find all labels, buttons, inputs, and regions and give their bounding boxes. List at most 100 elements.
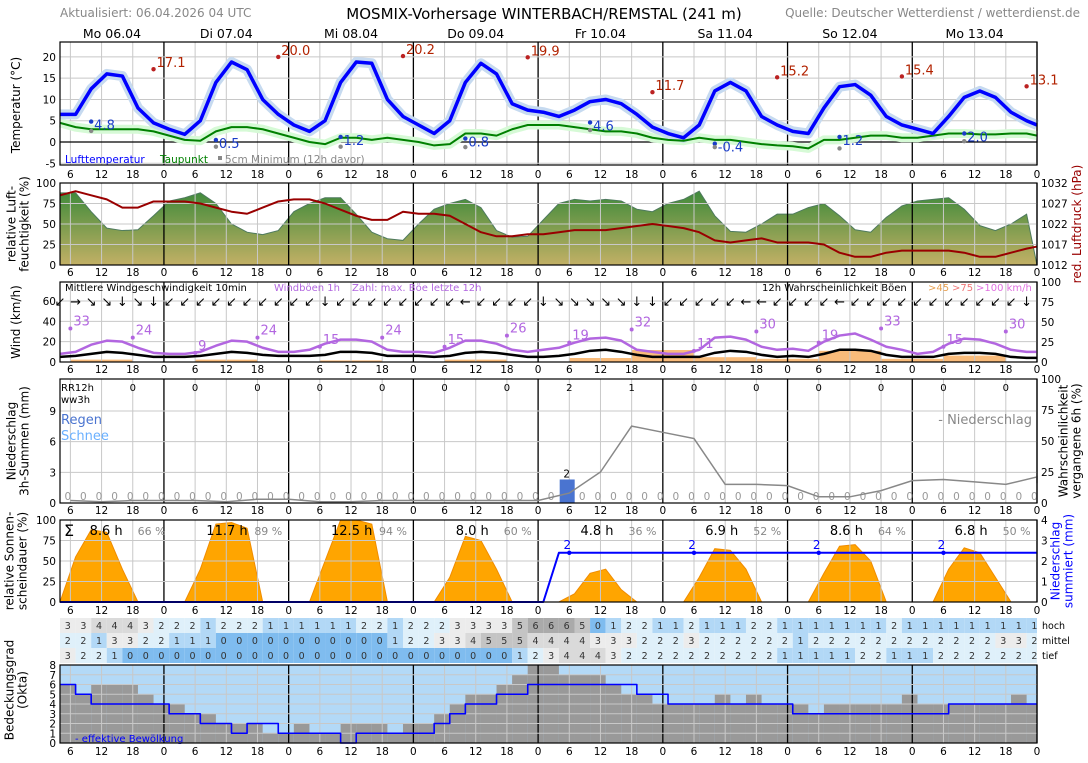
sunshine-axis-title-line: scheindauer (%) bbox=[16, 512, 30, 610]
cloud-layer-value: 4 bbox=[564, 636, 570, 647]
cloud-layer-value: 0 bbox=[595, 621, 601, 632]
ground-min-dot bbox=[88, 128, 94, 134]
panel-frame bbox=[59, 664, 1038, 744]
cloud-layer-value: 3 bbox=[65, 651, 71, 662]
cloud-layer-cell bbox=[278, 648, 294, 663]
rain-amount-label: 0 bbox=[174, 491, 181, 503]
hour-tick-label: 0 bbox=[285, 505, 292, 517]
max-temp-label: 17.1 bbox=[157, 56, 186, 71]
rain-amount-label: 0 bbox=[938, 491, 945, 503]
cloud-layer-value: 2 bbox=[423, 636, 429, 647]
cloud-layer-cell bbox=[200, 648, 216, 663]
hour-tick-label: 6 bbox=[940, 605, 947, 617]
hour-tick-label: 0 bbox=[659, 505, 666, 517]
hour-tick-label: 0 bbox=[784, 267, 791, 279]
cloud-layer-value: 4 bbox=[595, 651, 601, 662]
cloud-layer-value: 1 bbox=[283, 621, 289, 632]
max-temp-dot bbox=[276, 54, 281, 60]
rain-amount-label: 0 bbox=[922, 491, 929, 503]
cloud-layer-value: 2 bbox=[875, 651, 881, 662]
panel-frame bbox=[59, 281, 1038, 363]
precip-probability-tick-label: 25 bbox=[1041, 467, 1054, 479]
cloud-layer-value: 0 bbox=[361, 636, 367, 647]
hour-tick-label: 12 bbox=[843, 267, 856, 279]
precip-probability-tick-label: 100 bbox=[1041, 374, 1061, 386]
hour-tick-label: 6 bbox=[566, 505, 573, 517]
cloud-layer-value: 4 bbox=[548, 636, 554, 647]
cloud-layer-cell bbox=[668, 633, 684, 648]
cloud-layer-cell bbox=[792, 633, 809, 648]
cloud-layer-cell bbox=[402, 648, 419, 663]
cloud-layer-value: 1 bbox=[267, 621, 273, 632]
hour-tick-label: 0 bbox=[161, 267, 168, 279]
max-gust-dot bbox=[1003, 329, 1008, 334]
cloud-layer-cell bbox=[699, 618, 715, 633]
cloud-layer-value: 3 bbox=[610, 636, 616, 647]
rain-amount-label: 0 bbox=[439, 491, 446, 503]
cloud-layer-cell bbox=[683, 633, 700, 648]
cloud-layer-cell bbox=[543, 618, 559, 633]
hour-tick-label: 18 bbox=[376, 746, 389, 758]
precipitation-axis-title: Niederschlag3h-Summen (mm) bbox=[5, 386, 32, 496]
cloud-layer-value: 1 bbox=[844, 621, 850, 632]
hour-tick-label: 0 bbox=[535, 605, 542, 617]
hour-tick-label: 18 bbox=[251, 505, 264, 517]
hour-tick-label: 12 bbox=[220, 746, 233, 758]
cloud-layer-value: 1 bbox=[392, 621, 398, 632]
cloud-layer-value: 0 bbox=[501, 651, 507, 662]
rr12h-label: 0 bbox=[753, 383, 759, 394]
rain-amount-label: 0 bbox=[782, 491, 789, 503]
cloud-layer-value: 1 bbox=[314, 621, 320, 632]
hour-tick-label: 12 bbox=[95, 169, 108, 181]
wind-direction-arrow-icon: ↙ bbox=[772, 295, 783, 310]
cloud-layer-cell bbox=[169, 648, 185, 663]
rain-amount-label: 0 bbox=[610, 491, 617, 503]
hour-tick-label: 0 bbox=[659, 169, 666, 181]
cloud-layer-value: 0 bbox=[361, 651, 367, 662]
humidity-axis-title-line: feuchtigkeit (%) bbox=[18, 176, 32, 272]
rain-amount-label: 0 bbox=[1015, 491, 1022, 503]
cloud-layer-cell bbox=[184, 618, 201, 633]
max-temp-label: 13.1 bbox=[1030, 73, 1059, 88]
day-label: Mi 08.04 bbox=[324, 26, 378, 41]
sunshine-tick-label: 50 bbox=[43, 556, 56, 568]
wind-direction-arrow-icon: ↙ bbox=[413, 295, 424, 310]
hour-tick-label: 6 bbox=[815, 505, 822, 517]
hour-tick-label: 18 bbox=[500, 169, 513, 181]
wind-direction-arrow-icon: ↙ bbox=[522, 295, 533, 310]
max-gust-label: 9 bbox=[198, 339, 206, 354]
pressure-axis-title: red. Luftdruck (hPa) bbox=[1070, 165, 1084, 284]
max-temp-dot bbox=[899, 74, 905, 79]
wind-direction-arrow-icon: ↙ bbox=[928, 295, 939, 310]
cloud-layer-cell bbox=[527, 648, 544, 663]
cloud-layer-value: 0 bbox=[283, 636, 289, 647]
wind-direction-arrow-icon: ↙ bbox=[803, 295, 814, 310]
wind-direction-arrow-icon: ← bbox=[834, 295, 845, 310]
sunshine-tick-label: 75 bbox=[43, 536, 56, 548]
cloud-layer-cell bbox=[870, 633, 887, 648]
cloud-layer-cell bbox=[106, 648, 123, 663]
cloud-layer-value: 3 bbox=[80, 621, 86, 632]
hour-tick-label: 6 bbox=[691, 505, 698, 517]
wind-direction-arrow-icon: ↙ bbox=[288, 295, 299, 310]
max-gust-label: 15 bbox=[448, 333, 465, 348]
cloud-layer-value: 1 bbox=[798, 621, 804, 632]
precip-sum-dot bbox=[567, 550, 572, 555]
rain-amount-label: 0 bbox=[672, 491, 679, 503]
cloud-layer-cell bbox=[512, 648, 528, 663]
rr12h-label: 0 bbox=[441, 383, 447, 394]
daily-sunshine-hours: 8.6 h bbox=[90, 524, 123, 539]
hour-tick-label: 12 bbox=[968, 746, 981, 758]
wind-direction-arrow-icon: ↓ bbox=[647, 295, 658, 310]
cloud-layer-value: 2 bbox=[642, 621, 648, 632]
wind-direction-arrow-icon: ↘ bbox=[585, 295, 596, 310]
cloud-layer-cell bbox=[855, 618, 871, 633]
cloud-layer-cell bbox=[652, 633, 669, 648]
cloud-layer-cell bbox=[761, 618, 778, 633]
daily-sunshine-hours: 6.8 h bbox=[955, 524, 988, 539]
hour-tick-label: 12 bbox=[220, 605, 233, 617]
max-temp-label: 20.0 bbox=[281, 44, 310, 59]
precip-sum-label: 2 bbox=[563, 538, 571, 552]
hour-tick-label: 18 bbox=[750, 505, 763, 517]
cloud-layer-value: 4 bbox=[112, 621, 118, 632]
